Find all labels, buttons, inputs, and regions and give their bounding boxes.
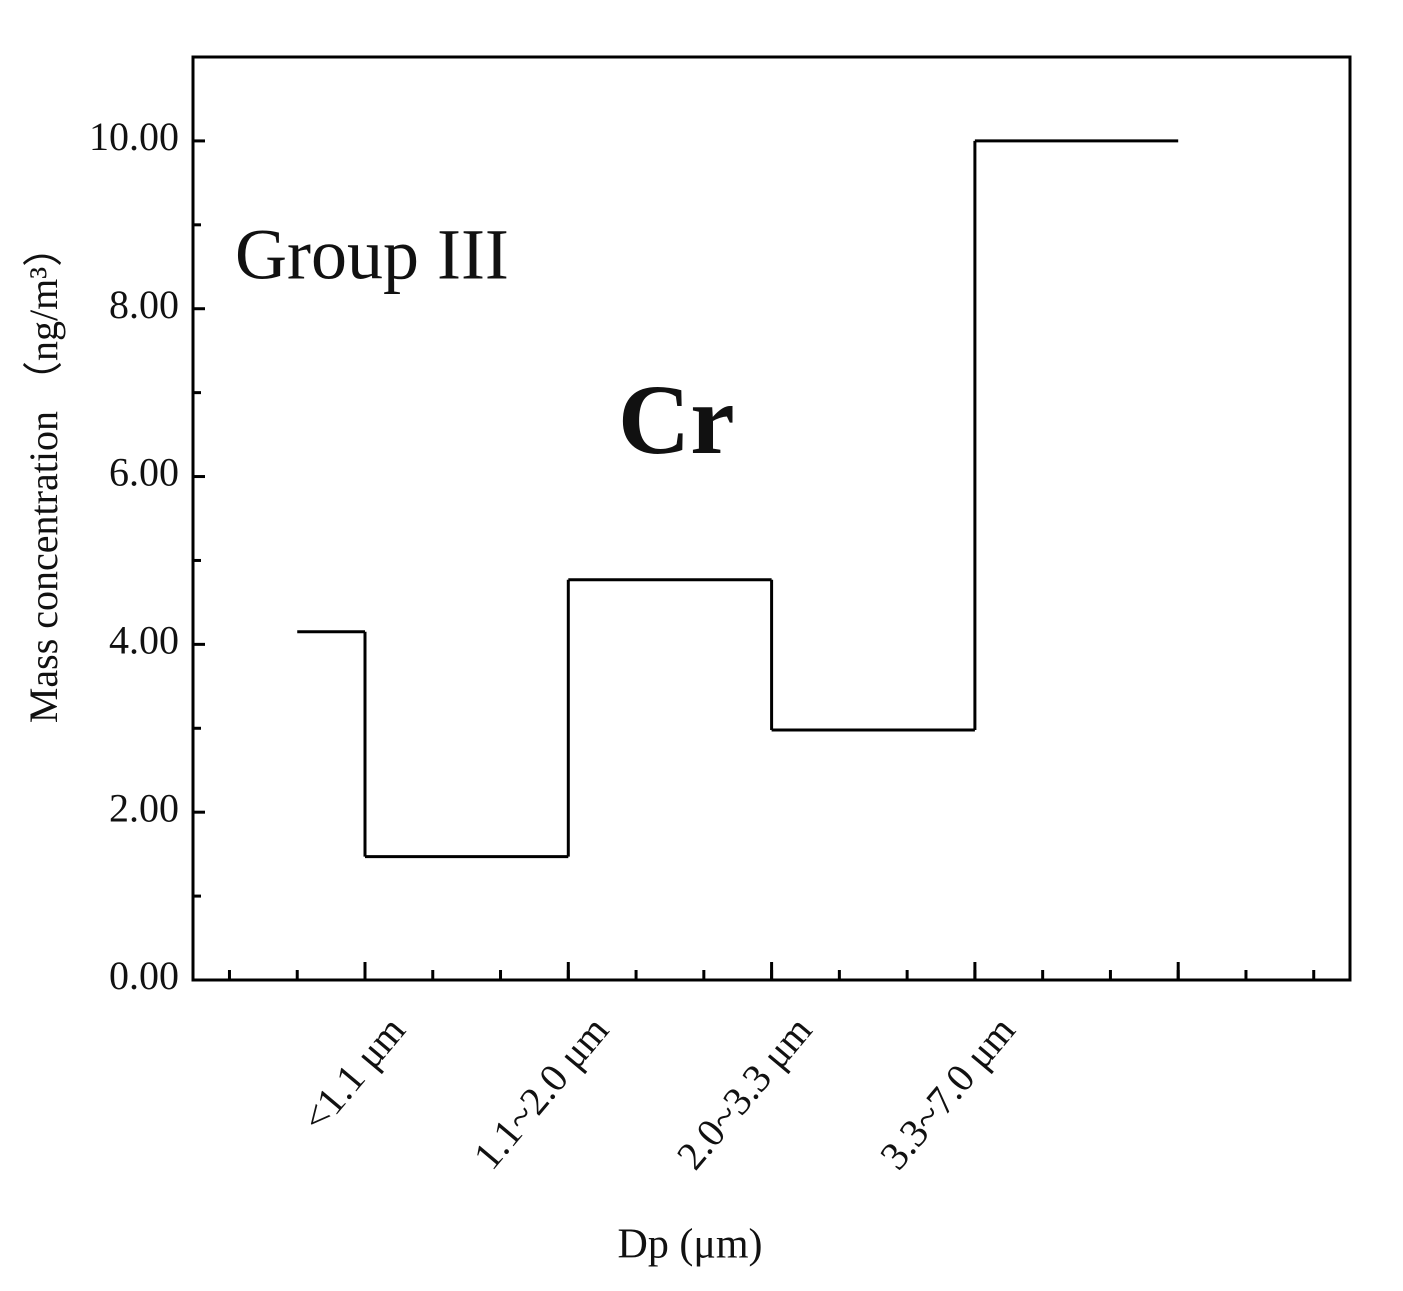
- annotation: Cr: [618, 364, 735, 475]
- x-tick-label: 3.3~7.0 μm: [871, 1008, 1024, 1178]
- x-tick-label: 1.1~2.0 μm: [464, 1008, 617, 1178]
- y-tick-label: 10.00: [89, 114, 179, 159]
- plot-frame: [191, 55, 1352, 982]
- x-tick-label: <1.1 μm: [293, 1008, 414, 1140]
- x-axis-label: Dp (μm): [618, 1222, 763, 1268]
- annotation: Group III: [235, 215, 509, 295]
- y-tick-label: 0.00: [109, 953, 179, 998]
- y-axis-label: Mass concentration （ng/m³）: [21, 227, 66, 723]
- y-tick-label: 2.00: [109, 785, 179, 830]
- x-tick-label: 2.0~3.3 μm: [668, 1008, 821, 1178]
- y-tick-label: 6.00: [109, 450, 179, 495]
- y-tick-label: 8.00: [109, 282, 179, 327]
- y-tick-label: 4.00: [109, 618, 179, 663]
